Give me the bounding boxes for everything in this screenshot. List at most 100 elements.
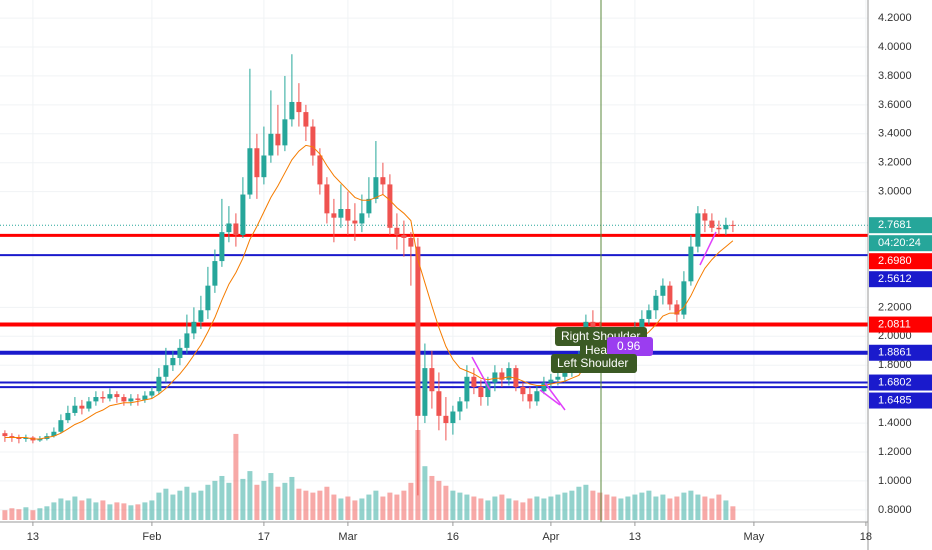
- candle-body: [366, 198, 372, 214]
- volume-bar: [604, 494, 610, 520]
- candle-body: [128, 398, 134, 402]
- volume-bar: [506, 498, 512, 520]
- volume-bar: [380, 496, 386, 520]
- volume-bar: [394, 494, 400, 520]
- volume-bar: [303, 490, 309, 520]
- volume-bar: [597, 492, 603, 520]
- x-tick-label: 13: [27, 531, 39, 543]
- volume-bar: [660, 494, 666, 520]
- candle-body: [681, 281, 687, 315]
- candle-body: [9, 436, 15, 438]
- x-tick-label: 16: [447, 531, 459, 543]
- volume-bar: [198, 490, 204, 520]
- candle-body: [345, 209, 351, 221]
- y-tick-label: 2.0000: [878, 330, 912, 342]
- candle-body: [156, 376, 162, 392]
- annotation: 0.96: [617, 339, 641, 353]
- countdown-tag: [869, 235, 932, 252]
- candles: [2, 54, 736, 496]
- volume-bar: [233, 433, 239, 520]
- volume-bar: [576, 486, 582, 520]
- price-tag-label: 1.8861: [878, 347, 912, 359]
- volume-bar: [583, 484, 589, 520]
- axes: 4.2000 4.0000 3.8000 3.6000 3.4000 3.2000 3.00…: [27, 12, 932, 543]
- volume-bar: [716, 494, 722, 520]
- volume-bar: [723, 500, 729, 520]
- candle-body: [37, 438, 43, 441]
- volume-bar: [681, 492, 687, 520]
- trend-line: [544, 382, 566, 411]
- volume-bar: [226, 482, 232, 520]
- candle-body: [79, 405, 85, 409]
- candle-body: [485, 382, 491, 398]
- volume-bar: [590, 490, 596, 520]
- x-tick-label: 13: [629, 531, 641, 543]
- candle-body: [310, 126, 316, 156]
- volume-bar: [289, 476, 295, 520]
- volume-bar: [219, 475, 225, 520]
- volume-bar: [730, 506, 736, 520]
- candle-body: [338, 209, 344, 218]
- volume-bar: [135, 504, 141, 520]
- volume-bar: [401, 490, 407, 520]
- price-tag: [869, 344, 932, 361]
- volume-bar: [93, 502, 99, 520]
- x-tick-label: Apr: [542, 531, 559, 543]
- candle-body: [702, 213, 708, 221]
- price-tag-label: 2.7681: [878, 219, 912, 231]
- volume-bar: [464, 494, 470, 520]
- y-tick-label: 4.2000: [878, 12, 912, 24]
- candle-body: [562, 370, 568, 377]
- candle-body: [268, 133, 274, 156]
- candle-body: [261, 155, 267, 178]
- trend-line: [471, 356, 491, 391]
- volume-bar: [72, 496, 78, 520]
- volume-bar: [513, 500, 519, 520]
- volume-bar: [471, 496, 477, 520]
- candle-body: [149, 391, 155, 396]
- candle-body: [212, 261, 218, 286]
- candle-body: [107, 394, 113, 399]
- price-tag-label: 1.6485: [878, 394, 912, 406]
- volume-bar: [79, 500, 85, 520]
- y-tick-label: 3.2000: [878, 157, 912, 169]
- candle-body: [135, 398, 141, 400]
- candle-body: [492, 372, 498, 383]
- candle-body: [303, 112, 309, 127]
- volume-bar: [58, 498, 64, 520]
- candle-body: [653, 295, 659, 311]
- volume-bar: [702, 496, 708, 520]
- volume-bar: [86, 498, 92, 520]
- volume-bar: [345, 496, 351, 520]
- candle-body: [436, 391, 442, 416]
- price-tag-label: 2.0811: [878, 318, 911, 330]
- volume-bar: [240, 478, 246, 520]
- volume-bar: [548, 496, 554, 520]
- candle-body: [688, 246, 694, 282]
- candle-body: [723, 224, 729, 230]
- candle-body: [429, 368, 435, 392]
- volume-bar: [408, 482, 414, 520]
- x-tick-label: Feb: [142, 531, 161, 543]
- volume-bar: [520, 502, 526, 520]
- volume-bar: [541, 498, 547, 520]
- volume-bar: [373, 490, 379, 520]
- price-tag-label: 1.6802: [878, 376, 912, 388]
- volume-bar: [205, 484, 211, 520]
- volume-bar: [142, 502, 148, 520]
- candle-body: [401, 235, 407, 238]
- price-tag: [869, 316, 932, 333]
- candle-body: [513, 368, 519, 387]
- candle-body: [660, 285, 666, 296]
- candle-body: [282, 119, 288, 146]
- candle-body: [296, 101, 302, 113]
- x-tick-label: 18: [860, 531, 872, 543]
- volume-bar: [338, 498, 344, 520]
- volume-bar: [674, 496, 680, 520]
- volume-bar: [128, 505, 134, 520]
- candle-body: [289, 101, 295, 120]
- volume-bar: [422, 466, 428, 520]
- candle-body: [359, 213, 365, 224]
- candle-body: [65, 412, 71, 421]
- volume-bar: [30, 510, 36, 520]
